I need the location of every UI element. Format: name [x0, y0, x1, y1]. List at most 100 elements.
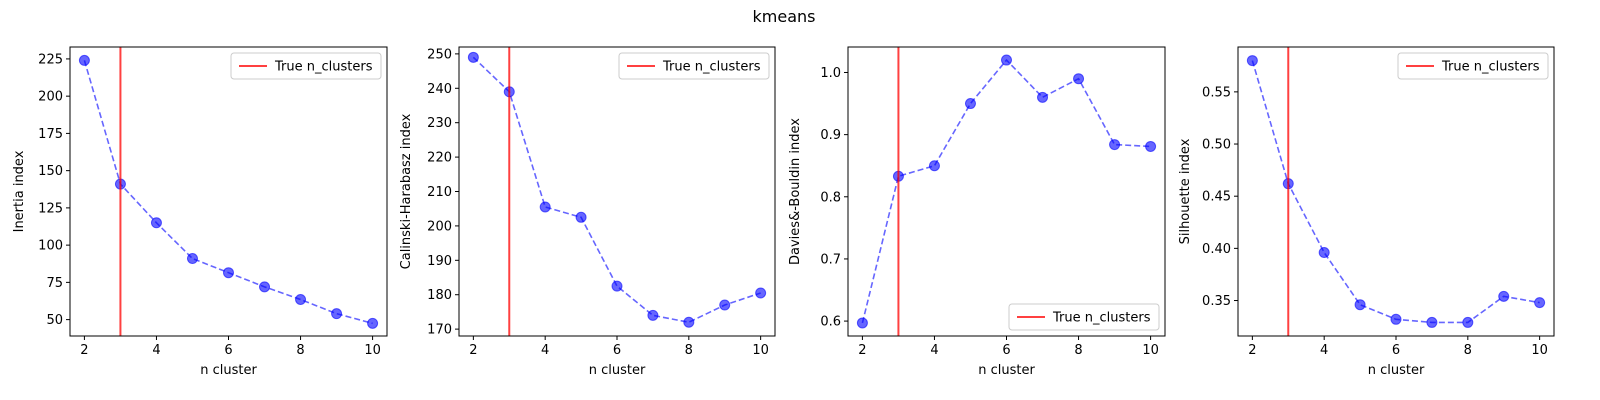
x-tick-label: 2: [469, 343, 477, 358]
y-tick-label: 0.9: [820, 128, 841, 143]
y-axis-label: Davies&-Bouldin index: [788, 118, 803, 265]
x-tick-label: 8: [1074, 343, 1082, 358]
data-point: [331, 308, 343, 320]
x-tick-label: 6: [613, 343, 621, 358]
x-tick-label: 8: [685, 343, 693, 358]
legend-label: True n_clusters: [662, 60, 761, 75]
legend-frame: [618, 52, 770, 80]
data-point: [1001, 54, 1012, 66]
data-point: [1534, 297, 1546, 309]
data-point: [1390, 313, 1402, 325]
legend: True n_clusters: [230, 52, 382, 80]
data-point: [259, 281, 271, 293]
y-tick-label: 100: [38, 239, 63, 254]
legend: True n_clusters: [1397, 52, 1549, 80]
axes-frame: [847, 46, 1166, 337]
x-tick-label: 4: [1320, 343, 1328, 358]
y-tick-label: 225: [38, 52, 63, 67]
axes-frame: [69, 46, 388, 337]
x-tick-label: 10: [1142, 343, 1159, 358]
y-tick-label: 210: [427, 185, 452, 200]
y-axis-label: Inertia index: [12, 150, 27, 232]
y-tick-label: 0.45: [1202, 190, 1231, 205]
x-tick-label: 10: [752, 343, 769, 358]
y-tick-label: 200: [427, 219, 452, 234]
data-point: [1318, 247, 1330, 259]
data-point: [1354, 299, 1366, 311]
data-point: [1426, 316, 1438, 328]
x-tick-label: 8: [1464, 343, 1472, 358]
x-tick-label: 10: [364, 343, 381, 358]
data-point: [647, 309, 659, 321]
legend-label: True n_clusters: [1052, 311, 1151, 326]
y-tick-label: 170: [427, 323, 452, 338]
legend-label: True n_clusters: [1441, 60, 1540, 75]
data-point: [367, 317, 379, 329]
y-tick-label: 0.8: [820, 190, 841, 205]
x-tick-label: 8: [296, 343, 304, 358]
data-point: [295, 294, 307, 306]
legend: True n_clusters: [1008, 303, 1160, 331]
x-tick-label: 6: [1002, 343, 1010, 358]
subplots: 2 4 6 8 10 50 75 100 125 150 175 200 225 n cluster Ine…: [12, 46, 1555, 378]
x-tick-label: 6: [224, 343, 232, 358]
subplot-1: 2 4 6 8 10 50 75 100 125 150 175 200 225 n cluster Ine…: [12, 46, 388, 378]
data-point: [1246, 55, 1258, 67]
axes-frame: [458, 46, 776, 337]
y-tick-label: 75: [46, 276, 63, 291]
y-tick-label: 0.7: [820, 252, 841, 267]
data-point: [755, 287, 767, 299]
x-axis-label: n cluster: [200, 363, 257, 378]
data-point: [856, 317, 868, 329]
data-point: [186, 253, 198, 265]
data-point: [467, 51, 479, 63]
legend-frame: [1397, 52, 1549, 80]
y-tick-label: 190: [427, 254, 452, 269]
data-point: [575, 211, 587, 223]
subplot-3: 2 4 6 8 10 0.6 0.7 0.8 0.9 1.0 n cluster Davies&-Bo…: [788, 46, 1166, 378]
data-point: [683, 316, 695, 328]
y-tick-label: 0.40: [1202, 242, 1231, 257]
data-point: [928, 160, 940, 172]
x-axis-label: n cluster: [1368, 363, 1425, 378]
x-tick-label: 2: [80, 343, 88, 358]
data-point: [611, 280, 623, 292]
x-tick-label: 4: [541, 343, 549, 358]
x-tick-label: 4: [152, 343, 160, 358]
y-tick-label: 200: [38, 90, 63, 105]
y-axis-label: Silhouette index: [1178, 138, 1193, 244]
y-tick-label: 250: [427, 47, 452, 62]
data-point: [1462, 316, 1474, 328]
data-point: [150, 217, 162, 229]
y-tick-label: 125: [38, 201, 63, 216]
y-tick-label: 220: [427, 151, 452, 166]
y-axis-label: Calinski-Harabasz index: [399, 113, 414, 269]
y-tick-label: 175: [38, 127, 63, 142]
y-tick-label: 0.6: [820, 315, 841, 330]
data-point: [1109, 139, 1121, 151]
x-tick-label: 2: [858, 343, 866, 358]
y-tick-label: 50: [46, 313, 63, 328]
data-point: [223, 267, 234, 279]
x-axis-label: n cluster: [589, 363, 646, 378]
x-axis-label: n cluster: [978, 363, 1035, 378]
y-tick-label: 230: [427, 116, 452, 131]
figure-title: kmeans: [753, 7, 816, 26]
y-tick-label: 0.35: [1202, 294, 1231, 309]
legend-frame: [230, 52, 382, 80]
data-point: [78, 54, 90, 66]
axes-frame: [1237, 46, 1555, 337]
y-tick-label: 240: [427, 82, 452, 97]
y-tick-label: 150: [38, 164, 63, 179]
y-tick-label: 1.0: [820, 66, 841, 81]
x-tick-label: 10: [1531, 343, 1548, 358]
data-point: [539, 201, 551, 213]
legend-frame: [1008, 303, 1160, 331]
y-tick-label: 0.55: [1202, 85, 1231, 100]
x-tick-label: 6: [1392, 343, 1400, 358]
legend-label: True n_clusters: [274, 60, 373, 75]
legend: True n_clusters: [618, 52, 770, 80]
y-tick-label: 180: [427, 288, 452, 303]
subplot-2: 2 4 6 8 10 170 180 190 200 210 220 230 240 250 n clust…: [399, 46, 776, 378]
